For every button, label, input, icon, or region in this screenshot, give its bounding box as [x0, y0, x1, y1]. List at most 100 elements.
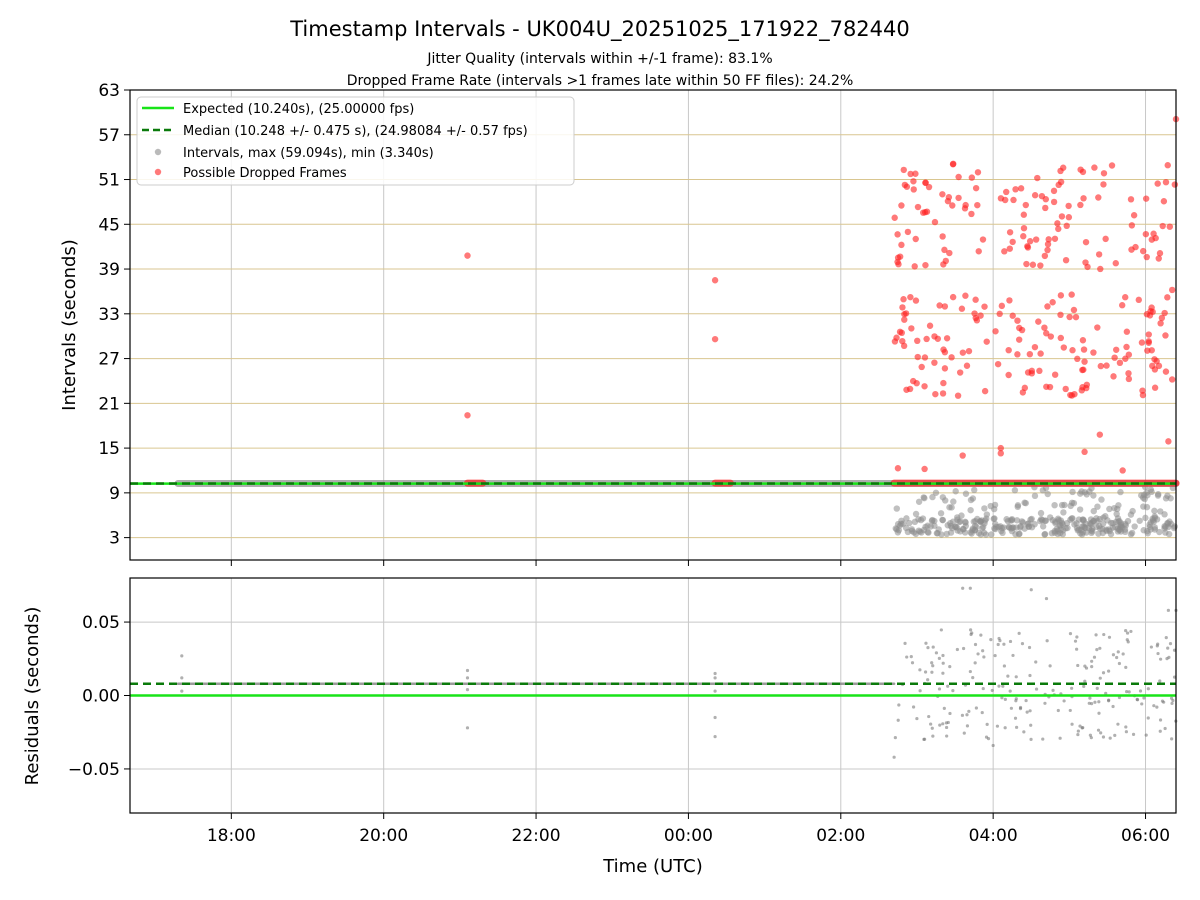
- intervals-point: [1094, 517, 1101, 525]
- residuals-point: [1090, 702, 1094, 706]
- residuals-point: [941, 653, 945, 658]
- residuals-point: [1013, 716, 1018, 720]
- residuals-point: [1088, 696, 1092, 700]
- intervals-point: [1051, 235, 1059, 242]
- intervals-point: [1105, 526, 1113, 533]
- intervals-point: [1065, 214, 1073, 221]
- intervals-point: [903, 183, 911, 190]
- residuals-point: [926, 646, 930, 650]
- residuals-point: [1048, 664, 1052, 668]
- intervals-point: [1037, 350, 1044, 357]
- intervals-point: [1050, 187, 1058, 195]
- residuals-point: [1076, 729, 1080, 733]
- intervals-point: [1148, 488, 1155, 496]
- intervals-point: [1057, 334, 1065, 342]
- residuals-point: [960, 713, 965, 717]
- intervals-point: [1159, 222, 1166, 230]
- intervals-point: [1161, 309, 1168, 317]
- residuals-ytick-label: 0.05: [82, 613, 120, 633]
- intervals-point: [1166, 223, 1174, 230]
- residuals-point: [1056, 708, 1060, 713]
- residuals-point: [713, 735, 717, 739]
- intervals-point: [1122, 522, 1129, 529]
- intervals-point: [1164, 162, 1171, 169]
- intervals-point: [1096, 431, 1104, 438]
- legend-median-label: Median (10.248 +/- 0.475 s), (24.98084 +…: [183, 124, 528, 139]
- intervals-point: [1168, 376, 1176, 383]
- intervals-point: [1049, 299, 1056, 306]
- intervals-point: [1055, 225, 1062, 233]
- intervals-point: [896, 328, 904, 336]
- residuals-point: [1034, 687, 1039, 691]
- intervals-point: [1062, 256, 1070, 264]
- intervals-point: [958, 305, 966, 312]
- intervals-point: [1097, 265, 1104, 273]
- intervals-point: [948, 354, 955, 361]
- residuals-point: [948, 711, 952, 716]
- intervals-point: [1090, 492, 1097, 499]
- intervals-point: [1125, 351, 1133, 358]
- intervals-point: [1143, 253, 1150, 261]
- intervals-point: [1089, 528, 1096, 535]
- intervals-point: [1144, 347, 1151, 354]
- intervals-point: [1139, 391, 1147, 399]
- intervals-point: [939, 494, 947, 501]
- intervals-point: [948, 504, 955, 511]
- residuals-point: [993, 653, 997, 658]
- intervals-point: [1125, 375, 1133, 383]
- intervals-point: [942, 257, 950, 265]
- residuals-point: [934, 651, 939, 655]
- intervals-point: [1099, 529, 1107, 537]
- intervals-point: [1158, 314, 1166, 322]
- residuals-xtick-label: 02:00: [816, 826, 865, 846]
- residuals-point: [180, 654, 184, 658]
- residuals-point: [955, 647, 959, 652]
- intervals-point: [972, 184, 980, 192]
- intervals-point: [1154, 180, 1161, 187]
- residuals-point: [1108, 736, 1112, 740]
- intervals-point: [1131, 523, 1138, 530]
- residuals-point: [1158, 729, 1162, 733]
- residuals-point: [911, 705, 916, 709]
- intervals-point: [932, 390, 939, 398]
- intervals-point: [914, 203, 922, 211]
- intervals-point: [912, 170, 919, 177]
- intervals-point: [1123, 343, 1130, 351]
- intervals-point: [1079, 516, 1087, 523]
- chart-title: Timestamp Intervals - UK004U_20251025_17…: [289, 17, 910, 42]
- residuals-point: [1062, 699, 1066, 703]
- intervals-point: [949, 524, 956, 532]
- intervals-point: [1091, 164, 1098, 171]
- residuals-point: [465, 668, 470, 673]
- intervals-point: [1044, 490, 1051, 498]
- intervals-point: [990, 515, 997, 523]
- residuals-point: [942, 706, 946, 710]
- intervals-point: [903, 386, 910, 393]
- residuals-point: [981, 649, 985, 653]
- residuals-point: [967, 709, 971, 713]
- residuals-point: [1125, 690, 1129, 694]
- residuals-point: [1098, 646, 1102, 650]
- residuals-point: [1076, 732, 1080, 737]
- residuals-point: [1135, 698, 1140, 702]
- residuals-point: [1025, 710, 1029, 714]
- intervals-point: [931, 359, 938, 366]
- intervals-point: [1059, 531, 1066, 538]
- intervals-point: [988, 531, 995, 538]
- residuals-point: [1116, 650, 1120, 654]
- residuals-panel: 18:00 20:00 22:00 00:00 02:00 04:00 06:00 −0.05…: [22, 577, 1178, 877]
- intervals-point: [1045, 236, 1052, 243]
- residuals-point: [713, 689, 717, 693]
- intervals-point: [938, 531, 945, 538]
- intervals-point: [1083, 491, 1090, 498]
- residuals-point: [1117, 661, 1122, 666]
- intervals-point: [912, 510, 920, 518]
- intervals-point: [1152, 234, 1159, 242]
- residuals-point: [893, 736, 897, 740]
- residuals-point: [1068, 632, 1073, 636]
- residuals-point: [1125, 631, 1130, 635]
- intervals-point: [1057, 292, 1065, 299]
- intervals-point: [975, 248, 982, 255]
- intervals-ytick-label: 33: [98, 305, 120, 325]
